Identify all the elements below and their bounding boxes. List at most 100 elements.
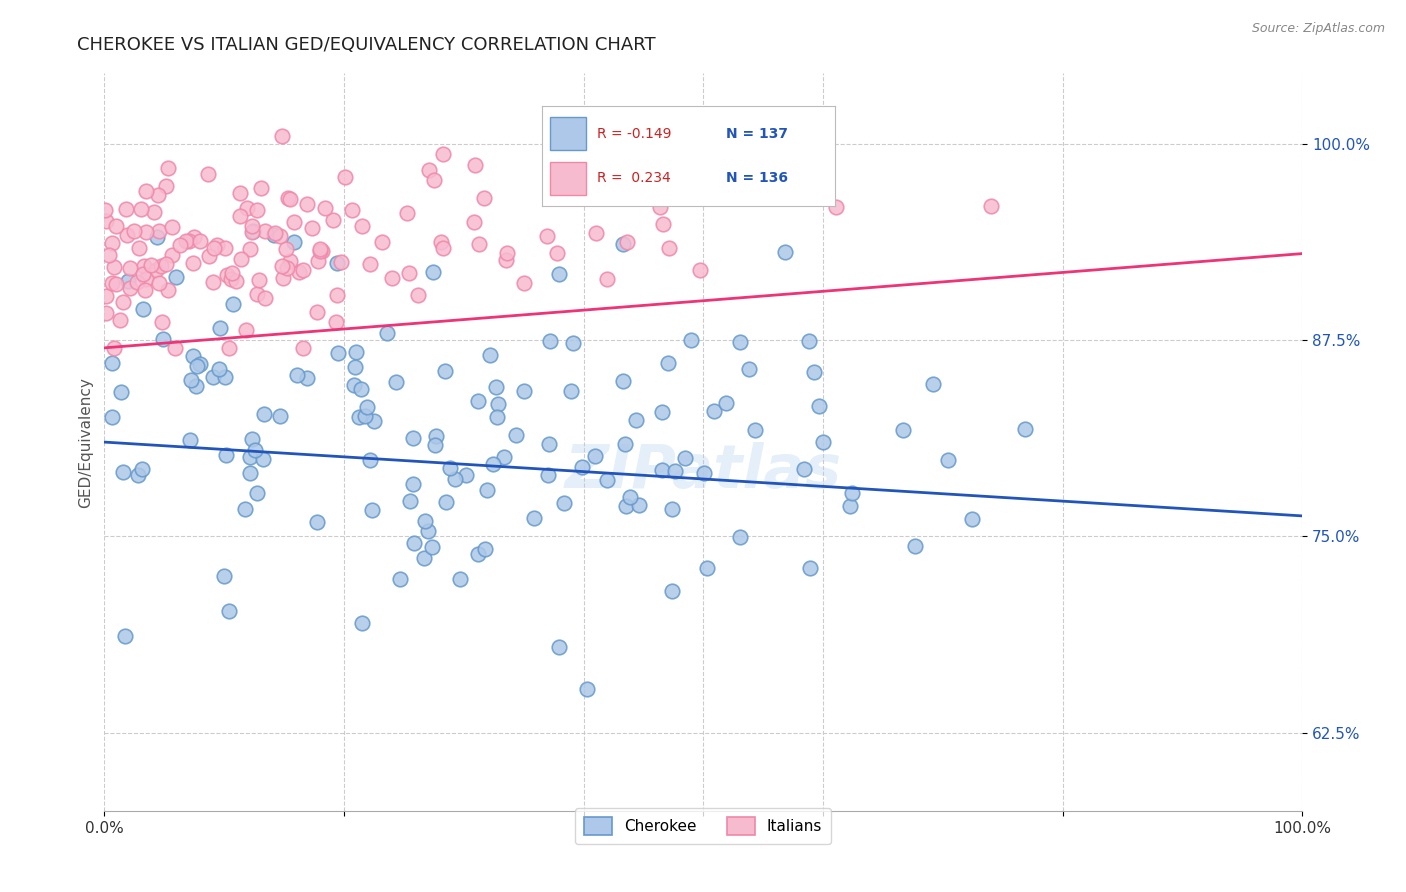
Point <box>353 409 375 423</box>
Point <box>375 326 398 340</box>
Point <box>960 512 983 526</box>
Point <box>110 385 132 400</box>
Point <box>157 161 180 175</box>
Point <box>326 346 349 360</box>
Point <box>464 158 486 172</box>
Point <box>652 217 675 231</box>
Point <box>135 184 157 198</box>
Point <box>271 128 294 143</box>
Point <box>305 515 328 529</box>
Point <box>352 219 374 233</box>
Point <box>430 235 453 249</box>
Point <box>314 201 336 215</box>
Point <box>689 262 711 277</box>
Point <box>619 491 641 505</box>
Point <box>239 450 262 464</box>
Point <box>239 466 262 480</box>
Point <box>165 269 187 284</box>
Point <box>215 448 238 462</box>
Point <box>363 414 385 428</box>
Point <box>155 257 177 271</box>
Point <box>415 514 437 528</box>
Point <box>576 682 599 697</box>
Point <box>202 241 225 255</box>
Point <box>596 272 619 286</box>
Point <box>381 270 404 285</box>
Point <box>242 225 264 239</box>
Point <box>467 394 489 409</box>
Point <box>322 212 344 227</box>
Point <box>149 259 172 273</box>
Point <box>114 629 136 643</box>
Point <box>145 262 167 277</box>
Point <box>131 202 153 216</box>
Point <box>583 449 606 463</box>
Point <box>240 432 263 446</box>
Point <box>799 561 821 575</box>
Point <box>94 214 117 228</box>
Point <box>922 376 945 391</box>
Point <box>485 410 508 425</box>
Point <box>569 155 592 169</box>
Point <box>612 236 634 251</box>
Text: CHEROKEE VS ITALIAN GED/EQUIVALENCY CORRELATION CHART: CHEROKEE VS ITALIAN GED/EQUIVALENCY CORR… <box>77 36 657 54</box>
Point <box>283 215 305 229</box>
Point <box>252 452 274 467</box>
Point <box>404 536 426 550</box>
Point <box>177 235 200 249</box>
Point <box>413 551 436 566</box>
Point <box>560 384 582 398</box>
Point <box>352 615 374 630</box>
Point <box>101 235 124 250</box>
Point <box>657 356 679 370</box>
Point <box>269 229 291 244</box>
Point <box>422 265 444 279</box>
Point <box>807 399 830 413</box>
Point <box>773 244 796 259</box>
Point <box>714 395 737 409</box>
Point <box>571 459 593 474</box>
Point <box>679 333 702 347</box>
Point <box>547 267 569 281</box>
Point <box>389 572 412 586</box>
Point <box>135 225 157 239</box>
Point <box>165 341 187 355</box>
Point <box>536 228 558 243</box>
Point <box>188 357 211 371</box>
Point <box>271 271 294 285</box>
Point <box>616 235 638 249</box>
Point <box>496 246 519 260</box>
Point <box>811 435 834 450</box>
Point <box>904 539 927 553</box>
Point <box>402 431 425 445</box>
Point <box>693 466 716 480</box>
Point <box>308 254 330 268</box>
Point <box>398 266 420 280</box>
Point <box>183 229 205 244</box>
Point <box>474 542 496 557</box>
Point <box>326 288 349 302</box>
Point <box>980 199 1002 213</box>
Point <box>361 503 384 517</box>
Point <box>439 461 461 475</box>
Text: ZIPatlas: ZIPatlas <box>565 442 842 501</box>
Point <box>309 242 332 256</box>
Point <box>482 458 505 472</box>
Point <box>578 188 600 202</box>
Point <box>148 276 170 290</box>
Point <box>132 267 155 281</box>
Point <box>371 235 394 249</box>
Point <box>343 378 366 392</box>
Point <box>538 334 561 348</box>
Point <box>134 260 156 274</box>
Point <box>188 234 211 248</box>
Point <box>744 423 766 437</box>
Point <box>96 288 118 302</box>
Point <box>247 273 270 287</box>
Point <box>658 241 681 255</box>
Point <box>494 450 516 464</box>
Point <box>229 209 252 223</box>
Point <box>128 241 150 255</box>
Point <box>235 323 257 337</box>
Point <box>544 166 567 180</box>
